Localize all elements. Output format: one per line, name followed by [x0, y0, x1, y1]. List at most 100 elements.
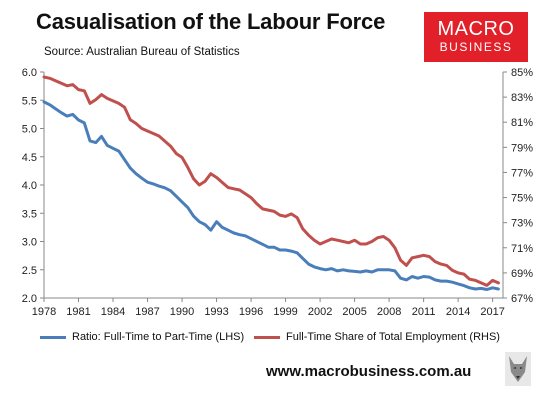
data-point-share [428, 255, 431, 258]
data-point-ratio [255, 240, 258, 243]
data-point-share [158, 135, 160, 137]
data-point-ratio [210, 229, 212, 231]
data-point-share [394, 247, 396, 249]
data-point-share [422, 254, 425, 257]
data-point-share [261, 208, 264, 210]
data-point-ratio [238, 233, 241, 236]
data-point-share [399, 259, 402, 262]
data-point-ratio [284, 249, 287, 251]
data-point-share [106, 97, 109, 100]
data-point-share [376, 236, 379, 239]
data-point-share [43, 76, 45, 78]
data-point-share [313, 239, 316, 241]
data-point-share [302, 228, 304, 230]
data-point-ratio [54, 107, 57, 110]
data-point-share [468, 278, 471, 281]
data-point-share [215, 176, 218, 179]
data-point-share [325, 240, 327, 243]
data-point-ratio [434, 279, 436, 281]
data-point-ratio [164, 187, 166, 189]
data-point-share [210, 172, 212, 175]
data-point-share [342, 240, 344, 243]
data-point-ratio [72, 113, 74, 116]
left-tick-label: 6.0 [22, 67, 37, 79]
data-point-share [198, 184, 201, 186]
legend-label-share: Full-Time Share of Total Employment (RHS… [286, 331, 500, 343]
data-point-share [359, 243, 362, 245]
data-point-share [440, 263, 442, 265]
data-point-share [169, 145, 172, 147]
data-point-ratio [158, 185, 160, 187]
data-point-share [175, 152, 178, 155]
data-point-share [279, 214, 281, 216]
data-point-ratio [417, 277, 419, 280]
x-tick-label: 1987 [135, 306, 159, 318]
macrobusiness-logo: MACRO BUSINESS [424, 12, 528, 62]
data-point-ratio [422, 275, 425, 278]
data-point-share [353, 239, 356, 241]
right-tick-label: 75% [511, 193, 533, 205]
data-point-ratio [83, 122, 86, 124]
data-point-ratio [388, 269, 390, 271]
left-tick-label: 5.5 [22, 95, 37, 107]
data-point-ratio [267, 246, 270, 248]
data-point-ratio [192, 215, 195, 217]
data-point-share [89, 102, 91, 105]
data-point-ratio [497, 288, 500, 290]
data-point-ratio [66, 115, 68, 117]
x-tick-label: 2005 [342, 306, 366, 318]
right-tick-label: 67% [511, 293, 533, 305]
data-point-share [273, 210, 275, 213]
right-tick-label: 79% [511, 142, 533, 154]
data-point-ratio [480, 287, 482, 290]
data-point-share [336, 239, 339, 241]
data-point-share [66, 85, 68, 87]
website-url: www.macrobusiness.com.au [266, 363, 472, 380]
data-point-ratio [468, 287, 471, 289]
data-point-ratio [169, 189, 172, 192]
right-tick-label: 77% [511, 167, 533, 179]
data-point-ratio [336, 270, 339, 272]
data-point-ratio [227, 229, 229, 231]
left-tick-label: 3.0 [22, 237, 37, 249]
data-point-ratio [348, 270, 350, 272]
data-point-ratio [129, 167, 132, 169]
data-point-share [491, 279, 494, 282]
data-point-ratio [135, 172, 137, 175]
data-point-ratio [175, 195, 178, 198]
x-tick-label: 2017 [480, 306, 504, 318]
x-tick-label: 1999 [273, 306, 297, 318]
data-point-share [192, 177, 195, 180]
data-point-share [238, 189, 241, 191]
legend-item-share: Full-Time Share of Total Employment (RHS… [254, 331, 500, 343]
legend-swatch-ratio [40, 335, 66, 339]
data-point-share [382, 235, 385, 238]
data-point-ratio [106, 144, 109, 147]
data-point-share [267, 209, 270, 211]
right-tick-label: 71% [511, 243, 533, 255]
data-point-share [187, 166, 189, 169]
data-point-ratio [307, 263, 310, 265]
x-tick-label: 1978 [32, 306, 56, 318]
data-point-share [411, 257, 413, 259]
data-point-share [221, 181, 224, 184]
data-point-share [255, 203, 258, 205]
data-point-share [129, 118, 132, 121]
data-point-share [72, 83, 74, 86]
data-point-share [474, 279, 477, 282]
data-point-share [457, 272, 459, 274]
chart-title: Casualisation of the Labour Force [36, 9, 386, 34]
data-point-share [141, 127, 143, 130]
data-point-share [83, 90, 86, 92]
data-point-share [388, 239, 390, 241]
legend-swatch-share [254, 335, 280, 339]
left-tick-label: 3.5 [22, 208, 37, 220]
data-point-ratio [181, 201, 183, 203]
data-point-share [445, 264, 448, 267]
data-point-ratio [152, 183, 155, 185]
x-tick-label: 2014 [446, 306, 470, 318]
data-point-share [486, 284, 488, 287]
data-point-ratio [376, 269, 379, 271]
data-point-ratio [440, 280, 442, 282]
data-point-share [112, 100, 114, 102]
